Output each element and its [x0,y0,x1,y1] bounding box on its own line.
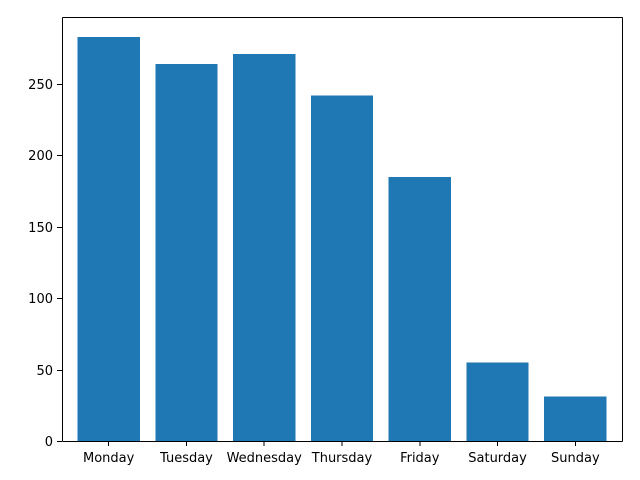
y-tick-label: 100 [28,292,53,307]
bar-friday [388,176,451,441]
x-tick-label: Wednesday [227,451,303,466]
bar-monday [77,36,140,442]
bar-wednesday [233,54,296,442]
x-tick-label: Friday [400,451,440,466]
y-axis-ticks: 0 50 100 150 200 250 [28,78,62,450]
bar-tuesday [155,64,218,442]
x-tick-label: Tuesday [159,451,213,466]
y-tick-label: 0 [45,435,53,450]
x-tick-label: Sunday [551,451,600,466]
bar-thursday [310,95,374,442]
x-axis-ticks: Monday Tuesday Wednesday Thursday Friday Satu… [83,441,600,466]
axes-group [62,17,623,442]
x-tick-label: Thursday [311,451,373,466]
x-tick-label: Saturday [468,451,527,466]
y-tick-label: 50 [36,364,53,379]
x-tick-label: Monday [83,451,135,466]
y-tick-label: 150 [28,221,53,236]
y-tick-label: 250 [28,78,53,93]
bar-sunday [544,396,607,441]
y-tick-label: 200 [28,149,53,164]
bar-saturday [466,362,529,441]
bars-group [77,36,607,442]
